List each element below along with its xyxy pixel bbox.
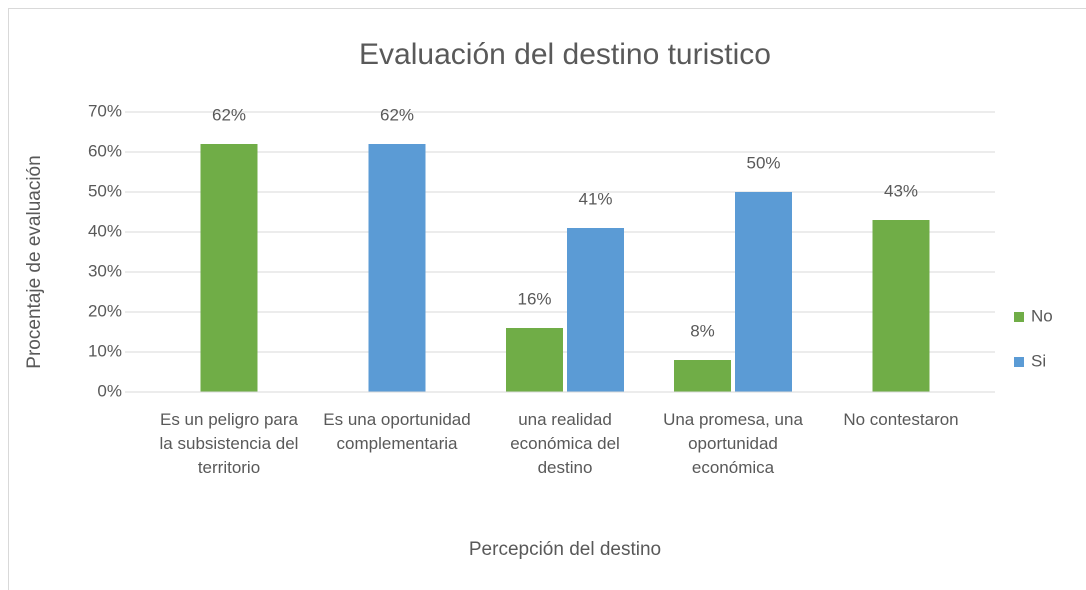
legend-label: No: [1031, 306, 1053, 325]
y-tick-label: 40%: [88, 221, 122, 240]
y-tick-label: 60%: [88, 141, 122, 160]
bar: [735, 192, 792, 392]
data-label: 8%: [690, 321, 715, 340]
bar: [674, 360, 731, 392]
data-label: 16%: [517, 289, 551, 308]
legend-marker: [1014, 357, 1024, 367]
legend-label: Si: [1031, 351, 1046, 370]
bar: [567, 228, 624, 392]
data-label: 41%: [578, 189, 612, 208]
y-tick-label: 50%: [88, 181, 122, 200]
data-label: 62%: [380, 105, 414, 124]
x-tick-label: Una promesa, una oportunidad económica: [663, 410, 803, 477]
data-label: 43%: [884, 181, 918, 200]
bar: [200, 144, 258, 392]
y-tick-label: 20%: [88, 301, 122, 320]
y-tick-label: 30%: [88, 261, 122, 280]
x-tick-label: Es un peligro para la subsistencia del t…: [159, 410, 299, 477]
x-axis-title: Percepción del destino: [469, 539, 661, 560]
x-tick-label: No contestaron: [843, 410, 959, 429]
y-axis-title: Procentaje de evaluación: [24, 155, 45, 368]
data-label: 50%: [746, 153, 780, 172]
y-tick-label: 70%: [88, 101, 122, 120]
bar: [872, 220, 930, 392]
chart-title: Evaluación del destino turistico: [359, 38, 771, 71]
x-tick-label: Es una oportunidad complementaria: [323, 410, 471, 453]
bar: [368, 144, 426, 392]
data-label: 62%: [212, 105, 246, 124]
bar: [506, 328, 563, 392]
x-tick-label: una realidad económica del destino: [510, 410, 620, 477]
y-tick-label: 0%: [97, 381, 122, 400]
legend-marker: [1014, 312, 1024, 322]
y-tick-label: 10%: [88, 341, 122, 360]
